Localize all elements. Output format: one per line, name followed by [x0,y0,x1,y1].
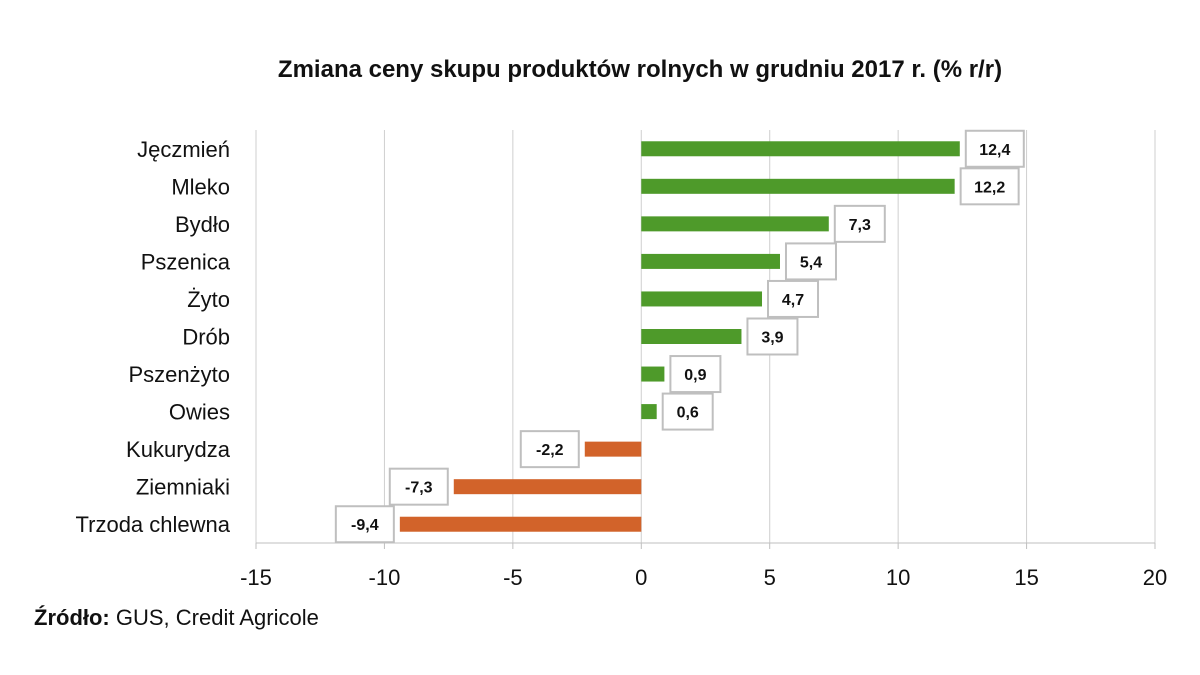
bars [399,141,960,532]
chart-title: Zmiana ceny skupu produktów rolnych w gr… [277,56,1003,83]
bar [641,253,780,269]
data-label-box [784,242,837,281]
data-label-box [388,467,449,506]
data-label-box [746,317,799,356]
x-tick-label: -5 [503,565,523,590]
bar-chart: -15 -10 -5 0 5 10 15 20 Jęczmień Mleko Bydło Pszen… [76,129,1167,590]
source-text: GUS, Credit Agricole [109,605,319,630]
data-label-box [964,129,1025,168]
bar [641,216,829,232]
bar [641,404,657,420]
x-tick-label: 20 [1143,565,1167,590]
x-tick-label: 5 [764,565,776,590]
data-label: -7,3 [405,480,433,497]
category-label: Pszenżyto [129,362,231,387]
data-label: 3,9 [761,330,783,347]
data-label-box [833,204,886,243]
category-label: Owies [169,400,230,425]
data-label-box [669,355,722,394]
data-labels: 12,4 12,2 7,3 5,4 4,7 3,9 0,9 0,6 -2,2 -7,3 -9,4 [334,129,1025,544]
data-label-box [767,279,820,318]
source-label: Źródło: [34,605,110,630]
x-tick-label: -15 [240,565,272,590]
data-label: 5,4 [800,254,822,271]
bar [399,516,642,532]
source-note: Źródło: GUS, Credit Agricole [34,605,319,631]
category-label: Trzoda chlewna [76,512,231,537]
bar [641,366,665,382]
bar [641,291,763,307]
data-label: -9,4 [351,517,379,534]
x-tick-label: 0 [635,565,647,590]
x-tick-label: 15 [1014,565,1038,590]
data-label-box [519,430,580,469]
data-label-box [661,392,714,431]
category-label: Ziemniaki [136,475,230,500]
category-label: Żyto [187,287,230,312]
category-label: Pszenica [141,249,231,274]
grid-lines [255,130,1156,543]
data-label-box [334,505,395,544]
bar [453,479,642,495]
bar [641,329,742,344]
data-label-box [959,167,1020,206]
x-tick-label: 10 [886,565,910,590]
category-labels: Jęczmień Mleko Bydło Pszenica Żyto Drób Pszenż… [76,137,231,537]
bar [641,178,955,194]
category-label: Kukurydza [126,437,231,462]
data-label: 7,3 [849,217,871,234]
data-label: 12,2 [974,179,1005,196]
category-label: Drób [182,325,230,350]
data-label: -2,2 [536,442,564,459]
category-label: Mleko [171,174,230,199]
category-label: Bydło [175,212,230,237]
data-label: 0,9 [684,367,706,384]
bar [584,441,642,457]
data-label: 0,6 [677,405,699,422]
x-axis: -15 -10 -5 0 5 10 15 20 [240,542,1167,590]
category-label: Jęczmień [137,137,230,162]
data-label: 12,4 [979,142,1010,159]
x-tick-label: -10 [369,565,401,590]
data-label: 4,7 [782,292,804,309]
bar [641,141,960,157]
